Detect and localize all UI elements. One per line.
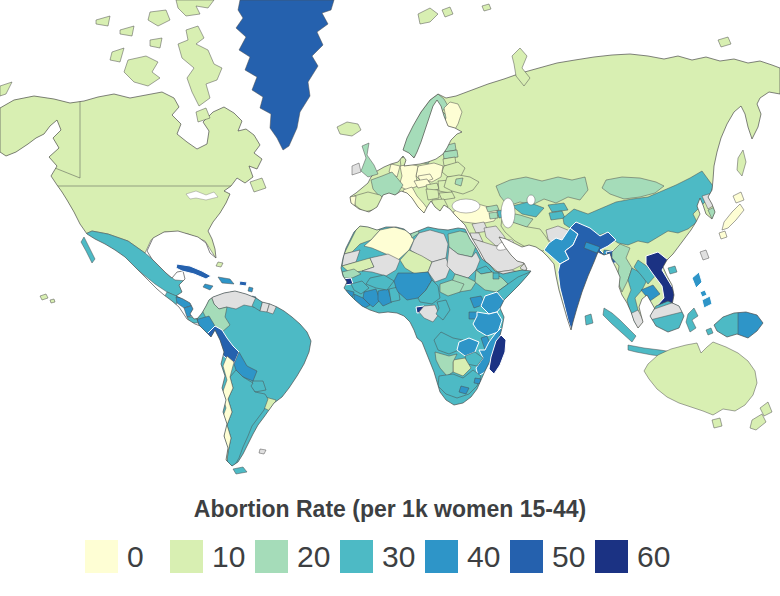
country-indonesia-sulawesi[interactable] (686, 308, 698, 332)
chart-title: Abortion Rate (per 1k women 15-44) (0, 496, 780, 523)
country-canada-newfoundland[interactable] (250, 178, 266, 192)
legend-swatch-6 (595, 540, 628, 573)
legend-label-2: 20 (297, 540, 330, 573)
legend-swatch-1 (170, 540, 203, 573)
country-philippines-visayas[interactable] (700, 290, 707, 297)
country-balkans[interactable] (426, 189, 439, 200)
country-hispaniola[interactable] (218, 277, 234, 284)
country-japan-kyushu[interactable] (719, 231, 727, 239)
country-greenland[interactable] (236, 0, 334, 150)
country-falklands[interactable] (259, 449, 266, 454)
legend-label-5: 50 (552, 540, 585, 573)
country-canada-is4[interactable] (96, 16, 110, 26)
country-mexico-baja[interactable] (81, 237, 95, 263)
country-norway[interactable] (399, 94, 448, 160)
country-canada-is3[interactable] (120, 26, 134, 36)
country-canada-is2[interactable] (150, 38, 162, 48)
legend-swatch-4 (425, 540, 458, 573)
country-russia-svalbard2[interactable] (442, 7, 453, 17)
legend-label-3: 30 (382, 540, 415, 573)
country-russia-chukotka-west[interactable] (0, 82, 12, 96)
world-map (0, 0, 780, 480)
legend-label-4: 40 (467, 540, 500, 573)
country-venezuela[interactable] (211, 290, 258, 309)
country-canada-is1[interactable] (148, 10, 170, 26)
country-hawaii[interactable] (40, 294, 48, 300)
legend-item-3: 30 (340, 540, 425, 573)
country-jamaica[interactable] (203, 284, 213, 290)
country-russia-svalbard[interactable] (418, 8, 438, 24)
country-uk[interactable] (361, 143, 378, 177)
legend-item-5: 50 (510, 540, 595, 573)
legend-label-0: 0 (127, 540, 144, 573)
country-puerto-rico[interactable] (239, 281, 247, 286)
country-hainan[interactable] (668, 266, 677, 274)
country-bahamas[interactable] (216, 262, 223, 267)
country-hawaii2[interactable] (50, 299, 55, 303)
country-lesser-antilles[interactable] (248, 287, 253, 292)
country-philippines-luzon[interactable] (692, 272, 702, 288)
country-djibouti[interactable] (493, 273, 499, 279)
country-malaysia-peninsula[interactable] (630, 310, 644, 330)
country-russia-wrangel[interactable] (718, 37, 731, 47)
country-sri-lanka[interactable] (585, 314, 593, 325)
country-usa[interactable] (48, 186, 250, 260)
country-japan-hokkaido[interactable] (733, 192, 744, 203)
legend-swatch-5 (510, 540, 543, 573)
legend-swatch-2 (255, 540, 288, 573)
country-ireland[interactable] (352, 163, 361, 175)
country-canada-baffin[interactable] (178, 26, 222, 106)
caspian-sea (501, 198, 515, 228)
country-new-zealand-south[interactable] (750, 414, 766, 430)
country-philippines-mindanao[interactable] (702, 296, 712, 308)
country-indonesia-maluku[interactable] (706, 328, 713, 335)
legend-swatch-0 (85, 540, 118, 573)
legend-swatch-3 (340, 540, 373, 573)
country-canada-victoria[interactable] (124, 56, 160, 86)
country-canada-banks[interactable] (110, 48, 124, 62)
aral-sea (527, 195, 535, 205)
country-iceland[interactable] (337, 122, 361, 136)
country-armenia[interactable] (489, 212, 498, 219)
legend-item-6: 60 (595, 540, 680, 573)
legend-item-4: 40 (425, 540, 510, 573)
legend: 0 10 20 30 40 50 60 (85, 540, 680, 573)
legend-item-1: 10 (170, 540, 255, 573)
country-russia-franz[interactable] (482, 4, 491, 11)
country-tasmania[interactable] (712, 418, 722, 428)
choropleth-page: Abortion Rate (per 1k women 15-44) 0 10 … (0, 0, 780, 596)
country-tierra-del-fuego[interactable] (233, 467, 247, 474)
country-usa-alaska[interactable] (0, 90, 80, 178)
legend-label-1: 10 (212, 540, 245, 573)
country-canada-ellesmere[interactable] (176, 0, 214, 16)
legend-item-0: 0 (85, 540, 170, 573)
legend-item-2: 20 (255, 540, 340, 573)
legend-label-6: 60 (637, 540, 670, 573)
country-taiwan[interactable] (700, 250, 709, 260)
country-japan-honshu[interactable] (722, 204, 744, 230)
country-papua-new-guinea[interactable] (738, 305, 768, 345)
country-russia-sakhalin[interactable] (737, 150, 746, 176)
black-sea (452, 199, 480, 213)
